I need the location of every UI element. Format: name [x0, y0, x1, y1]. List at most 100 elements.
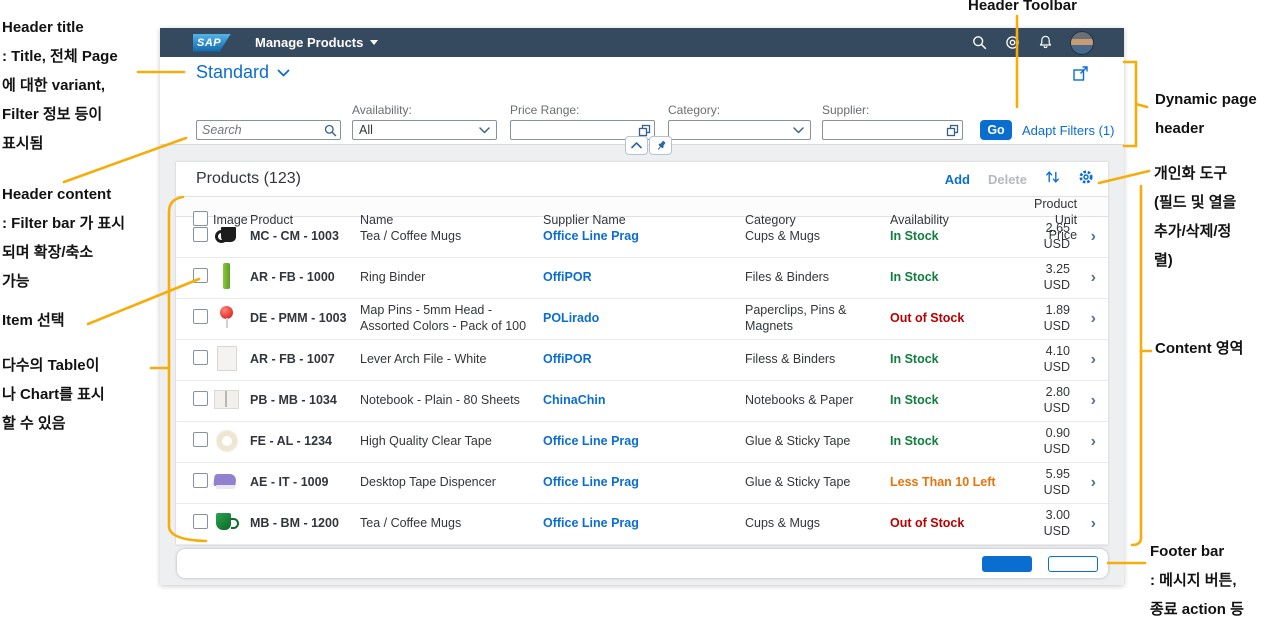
footer-primary-button[interactable] — [982, 555, 1032, 572]
table-row[interactable]: AR - FB - 1007 Lever Arch File - White O… — [176, 340, 1108, 381]
select-all-checkbox[interactable] — [193, 210, 208, 226]
table-row[interactable]: MB - BM - 1200 Tea / Coffee Mugs Office … — [176, 504, 1108, 545]
table-row[interactable]: FE - AL - 1234 High Quality Clear Tape O… — [176, 422, 1108, 463]
go-button[interactable]: Go — [980, 120, 1012, 140]
row-chevron-icon[interactable]: › — [1090, 351, 1096, 368]
chevron-up-icon — [631, 142, 642, 149]
supplier-link[interactable]: POLirado — [543, 311, 600, 326]
row-checkbox[interactable] — [193, 514, 208, 530]
value-help-icon[interactable] — [638, 124, 651, 140]
availability-status: In Stock — [890, 270, 939, 285]
category-text: Glue & Sticky Tape — [745, 475, 851, 490]
row-checkbox[interactable] — [193, 391, 208, 407]
row-checkbox[interactable] — [193, 432, 208, 448]
column-header-image: Image — [213, 212, 248, 227]
availability-value: All — [359, 123, 373, 137]
row-chevron-icon[interactable]: › — [1090, 433, 1096, 450]
annotation-personalization: 개인화 도구 (필드 및 열을 추가/삭제/정 렬) — [1154, 165, 1237, 269]
category-select[interactable] — [668, 120, 811, 140]
search-input[interactable] — [197, 121, 340, 139]
product-image — [213, 509, 239, 535]
availability-select[interactable]: All — [352, 120, 497, 140]
column-header-supplier: Supplier Name — [543, 212, 626, 227]
price-range-input[interactable] — [510, 120, 655, 140]
category-label: Category: — [668, 103, 721, 117]
collapse-header-button[interactable] — [625, 136, 648, 155]
annotation-header-content: Header content : Filter bar 가 표시 되며 확장/축… — [2, 186, 126, 290]
row-checkbox[interactable] — [193, 350, 208, 366]
shell-bar: SAP Manage Products — [160, 28, 1124, 57]
product-image — [213, 427, 239, 453]
table-row[interactable]: DE - PMM - 1003 Map Pins - 5mm Head - As… — [176, 299, 1108, 340]
product-id: AE - IT - 1009 — [250, 475, 329, 490]
supplier-link[interactable]: OffiPOR — [543, 352, 592, 367]
availability-status: In Stock — [890, 229, 939, 244]
supplier-link[interactable]: ChinaChin — [543, 393, 606, 408]
notifications-bell-icon[interactable] — [1037, 35, 1053, 51]
supplier-link[interactable]: Office Line Prag — [543, 475, 639, 490]
table-body: MC - CM - 1003 Tea / Coffee Mugs Office … — [176, 217, 1108, 545]
sort-icon[interactable] — [1045, 170, 1060, 189]
category-text: Cups & Mugs — [745, 516, 821, 531]
value-help-icon[interactable] — [946, 124, 959, 140]
row-chevron-icon[interactable]: › — [1090, 474, 1096, 491]
category-text: Cups & Mugs — [745, 229, 821, 244]
supplier-link[interactable]: Office Line Prag — [543, 434, 639, 449]
row-chevron-icon[interactable]: › — [1090, 228, 1096, 245]
unit-price: 5.95 USD — [1043, 467, 1070, 497]
supplier-link[interactable]: OffiPOR — [543, 270, 592, 285]
availability-status: Out of Stock — [890, 516, 965, 531]
product-image — [213, 262, 239, 289]
variant-chevron-down-icon — [277, 69, 290, 76]
table-row[interactable]: MC - CM - 1003 Tea / Coffee Mugs Office … — [176, 217, 1108, 258]
row-checkbox[interactable] — [193, 309, 208, 325]
row-chevron-icon[interactable]: › — [1090, 269, 1096, 286]
app-title-menu[interactable]: Manage Products — [255, 35, 379, 50]
row-checkbox[interactable] — [193, 268, 208, 284]
unit-price: 4.10 USD — [1043, 344, 1070, 374]
copilot-icon[interactable] — [1004, 35, 1020, 51]
unit-price: 1.89 USD — [1043, 303, 1070, 333]
search-icon[interactable] — [324, 124, 337, 140]
content-area: Products (123) Add Delete Image Product … — [160, 136, 1124, 585]
supplier-link[interactable]: Office Line Prag — [543, 516, 639, 531]
product-id: PB - MB - 1034 — [250, 393, 337, 408]
product-image — [213, 304, 239, 330]
unit-price: 0.90 USD — [1043, 426, 1070, 456]
product-name: Map Pins - 5mm Head - Assorted Colors - … — [360, 303, 527, 333]
sap-fiori-app-window: SAP Manage Products Standard Availab — [160, 28, 1124, 585]
variant-selector[interactable]: Standard — [196, 62, 290, 83]
table-title: Products (123) — [196, 170, 301, 187]
availability-status: Less Than 10 Left — [890, 475, 996, 490]
product-image — [213, 222, 239, 248]
category-text: Notebooks & Paper — [745, 393, 854, 408]
footer-secondary-button[interactable] — [1048, 555, 1098, 572]
category-text: Glue & Sticky Tape — [745, 434, 851, 449]
settings-gear-icon[interactable] — [1078, 169, 1094, 190]
add-button[interactable]: Add — [944, 171, 970, 187]
table-row[interactable]: AR - FB - 1000 Ring Binder OffiPOR Files… — [176, 258, 1108, 299]
row-chevron-icon[interactable]: › — [1090, 392, 1096, 409]
table-row[interactable]: AE - IT - 1009 Desktop Tape Dispencer Of… — [176, 463, 1108, 504]
app-title-chevron-icon — [370, 40, 379, 45]
user-avatar[interactable] — [1070, 30, 1094, 55]
share-icon[interactable] — [1072, 65, 1089, 87]
product-name: Ring Binder — [360, 270, 426, 285]
category-text: Filess & Binders — [745, 352, 836, 367]
row-checkbox[interactable] — [193, 473, 208, 489]
search-icon[interactable] — [971, 35, 987, 51]
row-checkbox[interactable] — [193, 227, 208, 243]
row-chevron-icon[interactable]: › — [1090, 515, 1096, 532]
adapt-filters-link[interactable]: Adapt Filters (1) — [1022, 123, 1115, 138]
supplier-input[interactable] — [822, 120, 963, 140]
table-row[interactable]: PB - MB - 1034 Notebook - Plain - 80 She… — [176, 381, 1108, 422]
product-id: AR - FB - 1000 — [250, 270, 335, 285]
row-chevron-icon[interactable]: › — [1090, 310, 1096, 327]
delete-button[interactable]: Delete — [987, 171, 1027, 187]
pin-header-button[interactable] — [649, 136, 672, 155]
products-table-card: Products (123) Add Delete Image Product … — [176, 162, 1108, 545]
product-name: Lever Arch File - White — [360, 352, 487, 367]
pin-icon — [657, 140, 665, 150]
supplier-link[interactable]: Office Line Prag — [543, 229, 639, 244]
chevron-down-icon — [793, 126, 804, 133]
